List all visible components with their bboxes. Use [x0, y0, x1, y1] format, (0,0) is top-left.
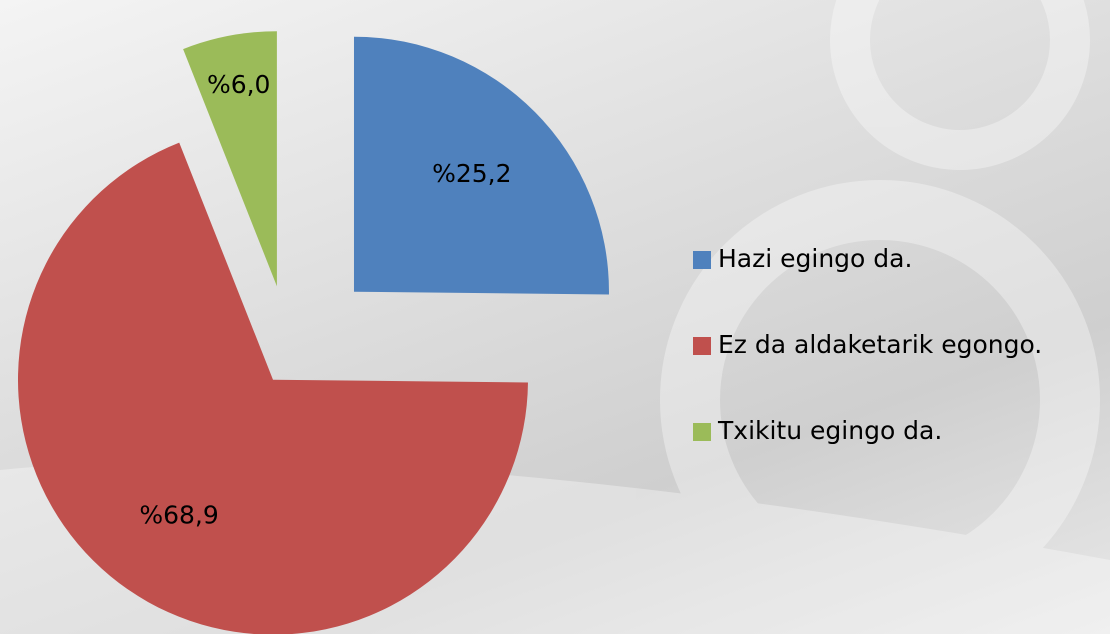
legend-swatch: [693, 423, 711, 441]
chart: %25,2 %68,9 %6,0 Hazi egingo da. Ez da aldak…: [0, 0, 1110, 634]
data-label: %68,9: [139, 500, 218, 529]
data-label: %6,0: [207, 70, 271, 99]
legend-label: Ez da aldaketarik egongo.: [718, 330, 1042, 359]
data-label: %25,2: [432, 159, 511, 188]
page: %25,2 %68,9 %6,0 Hazi egingo da. Ez da aldak…: [0, 0, 1110, 634]
legend-label: Txikitu egingo da.: [717, 416, 942, 445]
legend-swatch: [693, 337, 711, 355]
legend-label: Hazi egingo da.: [718, 244, 912, 273]
legend-swatch: [693, 251, 711, 269]
